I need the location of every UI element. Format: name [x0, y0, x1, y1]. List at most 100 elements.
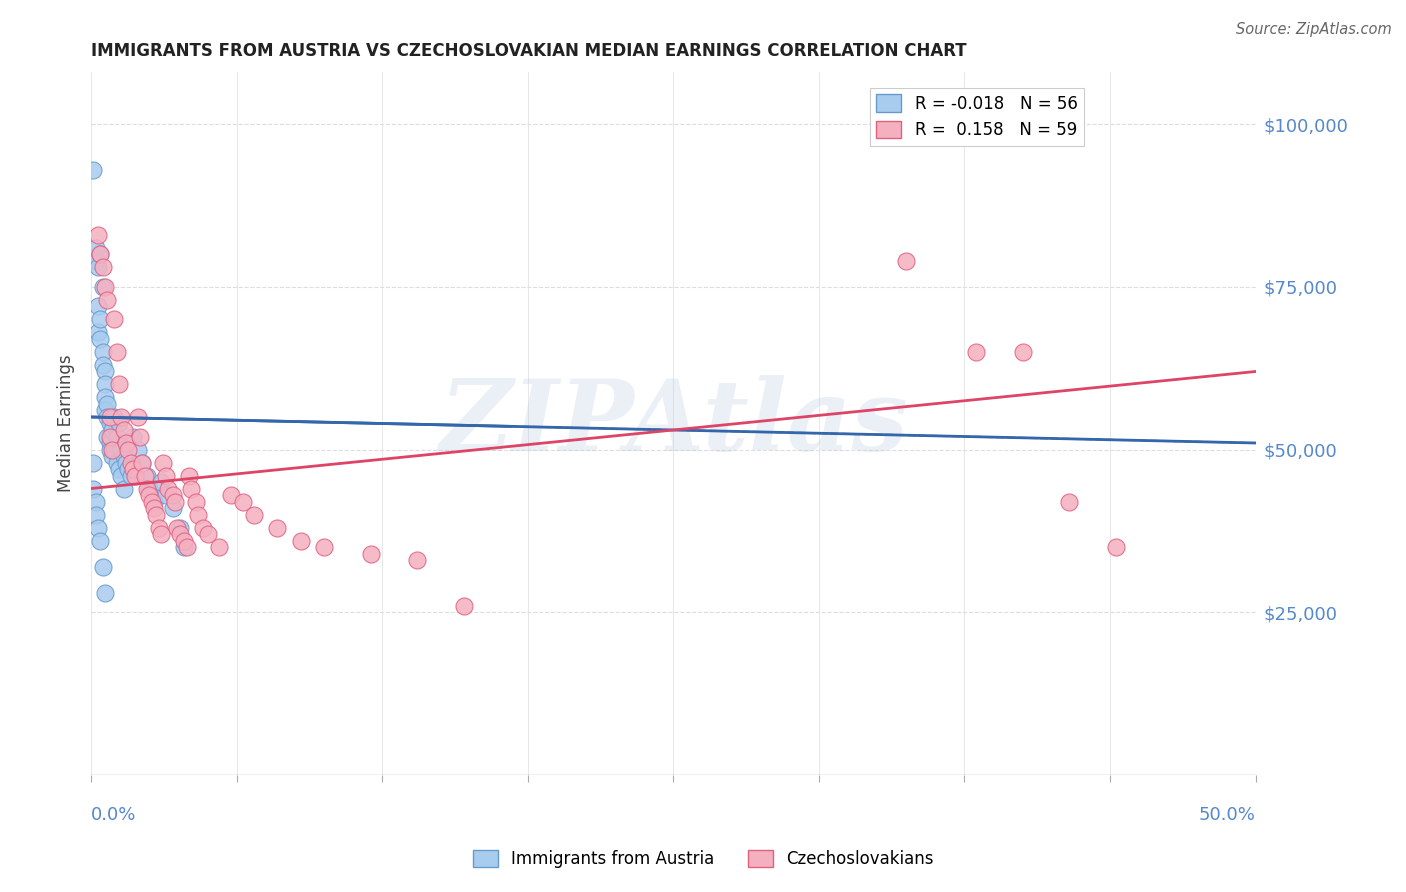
Point	[136, 468, 159, 483]
Point	[110, 409, 132, 424]
Point	[98, 436, 121, 450]
Point	[122, 462, 145, 476]
Point	[155, 488, 177, 502]
Text: 0.0%: 0.0%	[91, 806, 136, 824]
Text: 50.0%: 50.0%	[1199, 806, 1256, 824]
Point	[148, 520, 170, 534]
Point	[117, 442, 139, 457]
Point	[219, 488, 242, 502]
Point	[94, 403, 117, 417]
Point	[129, 429, 152, 443]
Point	[82, 456, 104, 470]
Point	[98, 429, 121, 443]
Point	[82, 482, 104, 496]
Point	[94, 377, 117, 392]
Point	[180, 482, 202, 496]
Point	[87, 227, 110, 242]
Point	[127, 442, 149, 457]
Point	[191, 520, 214, 534]
Point	[101, 423, 124, 437]
Point	[91, 280, 114, 294]
Point	[110, 468, 132, 483]
Point	[91, 260, 114, 275]
Point	[84, 241, 107, 255]
Text: IMMIGRANTS FROM AUSTRIA VS CZECHOSLOVAKIAN MEDIAN EARNINGS CORRELATION CHART: IMMIGRANTS FROM AUSTRIA VS CZECHOSLOVAKI…	[91, 42, 967, 60]
Point	[94, 391, 117, 405]
Point	[290, 533, 312, 548]
Point	[141, 494, 163, 508]
Point	[169, 520, 191, 534]
Point	[312, 540, 335, 554]
Point	[103, 409, 125, 424]
Point	[108, 462, 131, 476]
Point	[89, 332, 111, 346]
Point	[896, 254, 918, 268]
Point	[406, 553, 429, 567]
Point	[105, 345, 128, 359]
Legend: Immigrants from Austria, Czechoslovakians: Immigrants from Austria, Czechoslovakian…	[465, 843, 941, 875]
Point	[1105, 540, 1128, 554]
Point	[122, 429, 145, 443]
Point	[105, 429, 128, 443]
Point	[176, 540, 198, 554]
Point	[143, 501, 166, 516]
Point	[89, 312, 111, 326]
Point	[1059, 494, 1081, 508]
Point	[89, 533, 111, 548]
Point	[173, 540, 195, 554]
Point	[156, 482, 179, 496]
Point	[360, 547, 382, 561]
Point	[96, 429, 118, 443]
Point	[136, 482, 159, 496]
Point	[127, 409, 149, 424]
Point	[101, 442, 124, 457]
Point	[112, 423, 135, 437]
Point	[115, 436, 138, 450]
Point	[208, 540, 231, 554]
Point	[89, 247, 111, 261]
Point	[94, 280, 117, 294]
Point	[152, 456, 174, 470]
Point	[120, 468, 142, 483]
Point	[266, 520, 288, 534]
Point	[131, 456, 153, 470]
Point	[94, 585, 117, 599]
Point	[112, 449, 135, 463]
Point	[84, 508, 107, 522]
Point	[112, 482, 135, 496]
Y-axis label: Median Earnings: Median Earnings	[58, 355, 75, 492]
Point	[138, 482, 160, 496]
Point	[87, 260, 110, 275]
Point	[98, 442, 121, 457]
Point	[98, 409, 121, 424]
Point	[150, 475, 173, 489]
Point	[89, 247, 111, 261]
Legend: R = -0.018   N = 56, R =  0.158   N = 59: R = -0.018 N = 56, R = 0.158 N = 59	[870, 87, 1084, 145]
Point	[87, 520, 110, 534]
Point	[965, 345, 987, 359]
Point	[103, 312, 125, 326]
Point	[105, 456, 128, 470]
Point	[155, 468, 177, 483]
Point	[96, 397, 118, 411]
Point	[108, 377, 131, 392]
Point	[231, 494, 253, 508]
Point	[143, 494, 166, 508]
Point	[150, 527, 173, 541]
Point	[87, 300, 110, 314]
Point	[166, 520, 188, 534]
Point	[1011, 345, 1033, 359]
Text: Source: ZipAtlas.com: Source: ZipAtlas.com	[1236, 22, 1392, 37]
Point	[134, 468, 156, 483]
Point	[124, 468, 146, 483]
Point	[110, 442, 132, 457]
Point	[117, 462, 139, 476]
Point	[138, 488, 160, 502]
Point	[177, 468, 200, 483]
Point	[96, 293, 118, 307]
Point	[162, 501, 184, 516]
Point	[91, 345, 114, 359]
Point	[84, 494, 107, 508]
Point	[91, 559, 114, 574]
Point	[169, 527, 191, 541]
